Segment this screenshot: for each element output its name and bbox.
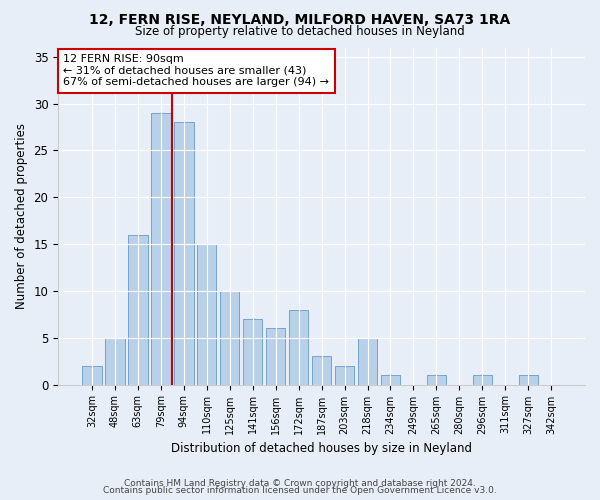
Bar xyxy=(473,375,492,384)
Bar xyxy=(266,328,286,384)
Bar xyxy=(174,122,194,384)
Bar xyxy=(381,375,400,384)
Bar xyxy=(518,375,538,384)
Text: Contains public sector information licensed under the Open Government Licence v3: Contains public sector information licen… xyxy=(103,486,497,495)
Text: Size of property relative to detached houses in Neyland: Size of property relative to detached ho… xyxy=(135,25,465,38)
Bar xyxy=(358,338,377,384)
Bar xyxy=(312,356,331,384)
Bar xyxy=(82,366,101,384)
Text: 12, FERN RISE, NEYLAND, MILFORD HAVEN, SA73 1RA: 12, FERN RISE, NEYLAND, MILFORD HAVEN, S… xyxy=(89,12,511,26)
X-axis label: Distribution of detached houses by size in Neyland: Distribution of detached houses by size … xyxy=(171,442,472,455)
Bar xyxy=(289,310,308,384)
Bar xyxy=(427,375,446,384)
Bar xyxy=(151,113,170,384)
Bar xyxy=(335,366,355,384)
Y-axis label: Number of detached properties: Number of detached properties xyxy=(15,123,28,309)
Bar xyxy=(197,244,217,384)
Bar xyxy=(243,319,262,384)
Text: Contains HM Land Registry data © Crown copyright and database right 2024.: Contains HM Land Registry data © Crown c… xyxy=(124,478,476,488)
Text: 12 FERN RISE: 90sqm
← 31% of detached houses are smaller (43)
67% of semi-detach: 12 FERN RISE: 90sqm ← 31% of detached ho… xyxy=(64,54,329,88)
Bar xyxy=(105,338,125,384)
Bar xyxy=(128,235,148,384)
Bar xyxy=(220,291,239,384)
